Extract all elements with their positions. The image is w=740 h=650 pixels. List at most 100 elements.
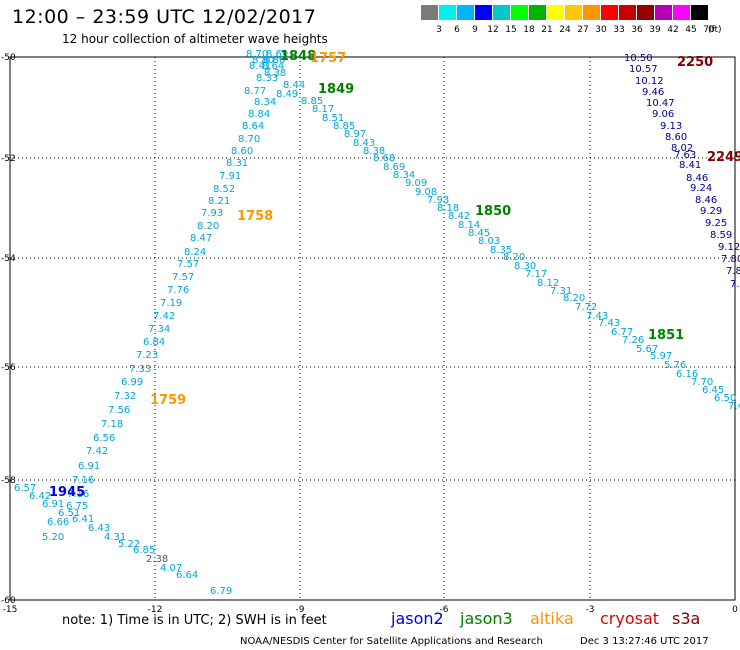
swh-value: 5.67 xyxy=(636,344,658,355)
latitude-label: -54 xyxy=(1,254,16,264)
pass-time-label: 2249 xyxy=(707,150,740,165)
swh-value: 10.12 xyxy=(635,76,664,87)
colorbar-swatch xyxy=(691,5,709,20)
swh-value: 8.49 xyxy=(276,89,298,100)
pass-time-label: 1758 xyxy=(237,209,273,224)
swh-value: 9.25 xyxy=(705,218,727,229)
swh-value: 7.57 xyxy=(172,272,194,283)
swh-value: 9.13 xyxy=(660,121,682,132)
swh-value: 8.47 xyxy=(190,233,212,244)
axis-labels: -15 -12 -9 -6 -3 0 -50 -52 -54 -56 -58 -60 xyxy=(1,53,738,615)
legend-cryosat: cryosat xyxy=(600,609,660,628)
swh-value: 8.46 xyxy=(686,173,708,184)
colorbar-swatch xyxy=(547,5,565,20)
swh-value: 7.63 xyxy=(674,150,696,161)
swh-value: 6.75 xyxy=(66,501,88,512)
swh-value: 7.34 xyxy=(148,324,170,335)
pass-time-label: 1849 xyxy=(318,82,354,97)
swh-value: 7.43 xyxy=(586,311,608,322)
swh-value: 5.22 xyxy=(118,539,140,550)
swh-value: 8.02 xyxy=(671,143,693,154)
colorbar-label: 12 xyxy=(487,25,499,35)
colorbar-swatch xyxy=(565,5,583,20)
swh-value: 7.42 xyxy=(153,311,175,322)
swh-value: 7.76 xyxy=(167,285,189,296)
swh-value: 6.42 xyxy=(29,491,51,502)
swh-value: 9.24 xyxy=(690,183,712,194)
swh-value: 6.84 xyxy=(143,337,165,348)
swh-value: 8.64 xyxy=(242,121,264,132)
longitude-label: -12 xyxy=(148,605,163,615)
swh-value: 8.20 xyxy=(503,252,525,263)
swh-value: 7.80 xyxy=(726,266,740,277)
map-subtitle: 12 hour collection of altimeter wave hei… xyxy=(62,32,328,46)
swh-value: 8.41 xyxy=(249,61,271,72)
swh-value: 2.38 xyxy=(146,554,168,565)
colorbar-label: 39 xyxy=(649,25,661,35)
swh-value: 8.64 xyxy=(262,61,284,72)
map-border xyxy=(9,56,736,601)
swh-value: 7.16 xyxy=(67,489,89,500)
swh-value: 8.14 xyxy=(458,220,480,231)
swh-value: 8.70 xyxy=(246,49,268,60)
longitude-label: -6 xyxy=(440,605,449,615)
colorbar-label: 70 xyxy=(703,25,715,35)
swh-value: 6.50 xyxy=(714,393,736,404)
colorbar-swatch xyxy=(583,5,601,20)
colorbar-label: 18 xyxy=(523,25,535,35)
swh-value: 8.20 xyxy=(197,221,219,232)
footer-note: note: 1) Time is in UTC; 2) SWH is in fe… xyxy=(62,613,327,628)
swh-value: 6.64 xyxy=(176,570,198,581)
longitude-label: -15 xyxy=(3,605,18,615)
pass-time-label: 1757 xyxy=(310,51,346,66)
colorbar-swatch xyxy=(637,5,655,20)
swh-value: 7.93 xyxy=(201,208,223,219)
swh-value: 7.17 xyxy=(525,269,547,280)
swh-value: 8.97 xyxy=(344,129,366,140)
colorbar-swatch xyxy=(457,5,475,20)
colorbar-swatch xyxy=(673,5,691,20)
swh-value: 8.34 xyxy=(254,97,276,108)
pass-time-label: 1759 xyxy=(150,393,186,408)
swh-value: 8.43 xyxy=(353,138,375,149)
swh-value: 8.52 xyxy=(213,184,235,195)
swh-value: 8.33 xyxy=(256,73,278,84)
colorbar-swatch xyxy=(601,5,619,20)
swh-value: 7.19 xyxy=(160,298,182,309)
colorbar-label: 42 xyxy=(667,25,679,35)
swh-value: 8.45 xyxy=(468,228,490,239)
swh-value: 8.38 xyxy=(264,68,286,79)
colorbar-swatch xyxy=(529,5,547,20)
colorbar-label: 9 xyxy=(472,25,478,35)
legend-jason3: jason3 xyxy=(460,609,513,628)
swh-value: 7.16 xyxy=(72,475,94,486)
swh-value: 6.41 xyxy=(72,514,94,525)
swh-value: 7.91 xyxy=(219,171,241,182)
swh-value: 8.68 xyxy=(373,153,395,164)
swh-value: 8.41 xyxy=(679,160,701,171)
swh-value: 7.33 xyxy=(129,364,151,375)
swh-value: 8.12 xyxy=(537,278,559,289)
colorbar-unit: (ft) xyxy=(708,25,722,35)
swh-value: 6.85 xyxy=(133,545,155,556)
swh-value: 8.60 xyxy=(665,132,687,143)
latitude-label: -50 xyxy=(1,53,16,63)
swh-value: 8.85 xyxy=(333,121,355,132)
longitude-label: -9 xyxy=(296,605,305,615)
swh-value: 7.26 xyxy=(622,335,644,346)
colorbar-label: 3 xyxy=(436,25,442,35)
pass-time-label: 1851 xyxy=(648,328,684,343)
swh-value: 6.56 xyxy=(93,433,115,444)
swh-values: 8.708.698.808.868.648.418.388.338.778.34… xyxy=(14,49,740,597)
swh-value: 8.60 xyxy=(231,146,253,157)
swh-value: 8.38 xyxy=(363,146,385,157)
timestamp: Dec 3 13:27:46 UTC 2017 xyxy=(580,636,709,647)
colorbar-label: 36 xyxy=(631,25,643,35)
map-title: 12:00 – 23:59 UTC 12/02/2017 xyxy=(12,6,317,28)
swh-value: 6.79 xyxy=(210,586,232,597)
swh-value: 6.77 xyxy=(611,327,633,338)
latitude-label: -60 xyxy=(1,596,16,606)
swh-value: 8.46 xyxy=(695,195,717,206)
legend-jason2: jason2 xyxy=(391,609,444,628)
